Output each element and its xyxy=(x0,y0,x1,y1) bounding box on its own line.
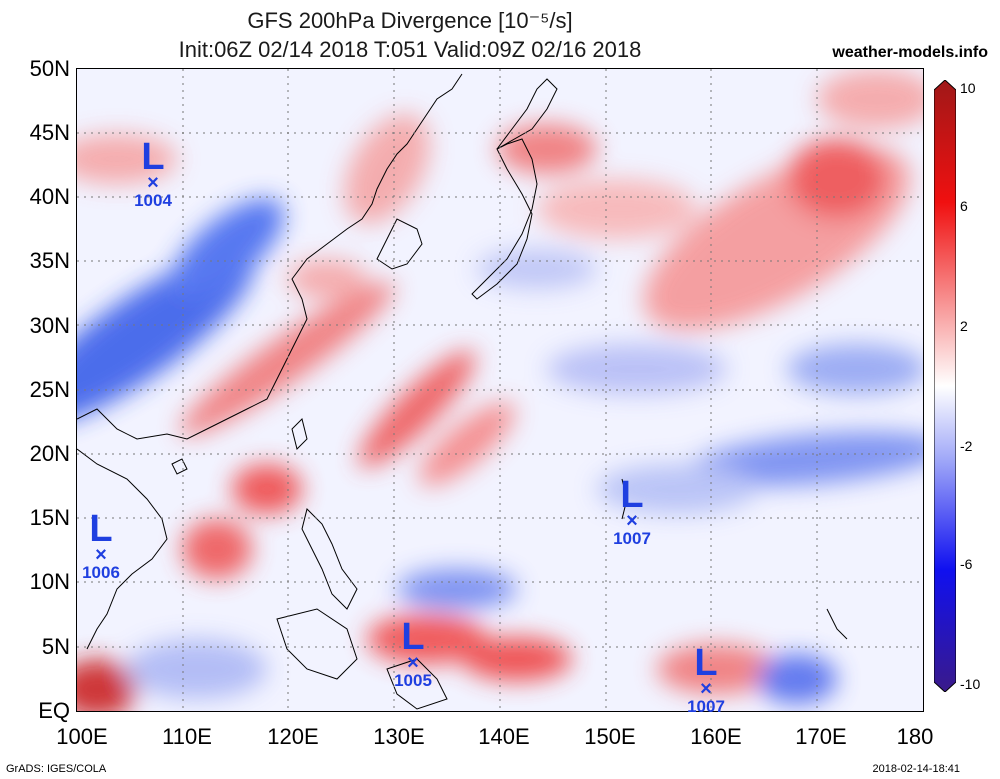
lat-label-30n: 30N xyxy=(29,313,70,338)
colorbar xyxy=(934,80,956,692)
lat-label-35n: 35N xyxy=(29,248,70,273)
lon-label-180: 180 xyxy=(896,724,934,749)
low-pressure-value: 1004 xyxy=(134,191,172,210)
lon-label-170e: 170E xyxy=(795,724,847,749)
map-frame xyxy=(76,68,924,712)
colorbar-label-neg6: -6 xyxy=(960,556,973,572)
lon-label-120e: 120E xyxy=(267,724,319,749)
colorbar-label-10: 10 xyxy=(960,80,976,96)
low-symbol: L xyxy=(694,642,718,684)
site-label: weather-models.info xyxy=(832,44,988,61)
low-symbol: L xyxy=(620,474,644,516)
low-marker: L × 1005 xyxy=(378,616,448,690)
lon-label-130e: 130E xyxy=(373,724,425,749)
low-pressure-value: 1007 xyxy=(687,697,725,716)
low-marker: L × 1006 xyxy=(66,508,136,582)
lat-label-45n: 45N xyxy=(29,120,70,145)
low-marker: L × 1007 xyxy=(597,474,667,548)
low-center-icon: × xyxy=(407,652,419,674)
divergence-field xyxy=(77,69,923,711)
low-symbol: L xyxy=(401,616,425,658)
low-center-icon: × xyxy=(700,678,712,700)
lat-label-50n: 50N xyxy=(29,56,70,81)
lat-label-40n: 40N xyxy=(29,184,70,209)
colorbar-label-neg10: -10 xyxy=(960,676,981,692)
lon-label-140e: 140E xyxy=(478,724,530,749)
low-pressure-value: 1007 xyxy=(613,529,651,548)
low-center-icon: × xyxy=(626,510,638,532)
lon-label-110e: 110E xyxy=(162,724,212,749)
footer-timestamp: 2018-02-14-18:41 xyxy=(872,763,960,775)
low-pressure-value: 1005 xyxy=(394,671,432,690)
footer-credit: GrADS: IGES/COLA xyxy=(6,763,107,775)
lon-label-100e: 100E xyxy=(56,724,108,749)
low-symbol: L xyxy=(89,508,113,550)
low-marker: L × 1007 xyxy=(671,642,741,716)
lat-label-5n: 5N xyxy=(41,634,70,659)
lat-label-15n: 15N xyxy=(29,505,70,530)
colorbar-label-2: 2 xyxy=(960,318,968,334)
colorbar-label-6: 6 xyxy=(960,198,968,214)
map-title: GFS 200hPa Divergence [10⁻⁵/s] xyxy=(247,8,573,33)
low-pressure-value: 1006 xyxy=(82,563,120,582)
low-center-icon: × xyxy=(147,172,159,194)
lon-label-160e: 160E xyxy=(690,724,742,749)
low-symbol: L xyxy=(141,136,165,178)
map-subtitle: Init:06Z 02/14 2018 T:051 Valid:09Z 02/1… xyxy=(178,37,642,62)
low-marker: L × 1004 xyxy=(118,136,188,210)
lat-label-eq: EQ xyxy=(38,698,70,723)
lon-label-150e: 150E xyxy=(584,724,636,749)
lat-label-10n: 10N xyxy=(29,569,70,594)
lat-label-25n: 25N xyxy=(29,377,70,402)
colorbar-label-neg2: -2 xyxy=(960,438,973,454)
lat-label-20n: 20N xyxy=(29,441,70,466)
low-center-icon: × xyxy=(95,544,107,566)
